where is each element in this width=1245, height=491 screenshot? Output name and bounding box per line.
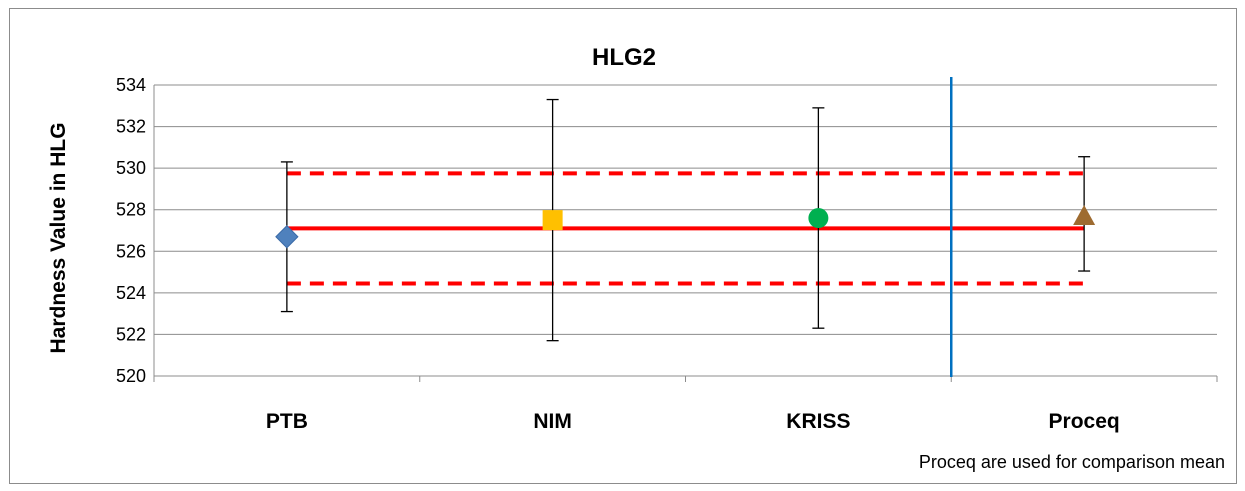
x-tick-proceq: Proceq <box>1049 410 1120 433</box>
y-tick-labels: 520 522 524 526 528 530 532 534 <box>116 75 146 386</box>
y-tick-530: 530 <box>116 158 146 178</box>
y-tick-526: 526 <box>116 241 146 261</box>
x-axis <box>153 85 1218 382</box>
marker-proceq <box>1073 204 1096 225</box>
comparison-note: Proceq are used for comparison mean <box>919 452 1225 472</box>
marker-ptb <box>275 225 299 249</box>
y-tick-520: 520 <box>116 366 146 386</box>
error-bars <box>280 98 1091 342</box>
x-tick-labels: PTB NIM KRISS Proceq <box>266 410 1120 433</box>
y-tick-528: 528 <box>116 200 146 220</box>
y-axis-label: Hardness Value in HLG <box>47 122 70 353</box>
chart-title: HLG2 <box>592 44 656 71</box>
y-tick-522: 522 <box>116 324 146 344</box>
gridlines <box>154 84 1217 377</box>
x-tick-kriss: KRISS <box>786 410 850 433</box>
chart-svg: 520 522 524 526 528 530 532 534 PTB NIM KRISS Proc… <box>47 44 1225 472</box>
marker-kriss <box>808 208 829 229</box>
reference-lines <box>286 171 1085 286</box>
y-tick-534: 534 <box>116 75 146 95</box>
y-tick-532: 532 <box>116 117 146 137</box>
data-markers <box>275 204 1096 249</box>
marker-nim <box>542 210 563 231</box>
chart-frame: 520 522 524 526 528 530 532 534 PTB NIM KRISS Proc… <box>9 8 1237 484</box>
x-tick-ptb: PTB <box>266 410 308 433</box>
x-tick-nim: NIM <box>533 410 572 433</box>
y-tick-524: 524 <box>116 283 146 303</box>
